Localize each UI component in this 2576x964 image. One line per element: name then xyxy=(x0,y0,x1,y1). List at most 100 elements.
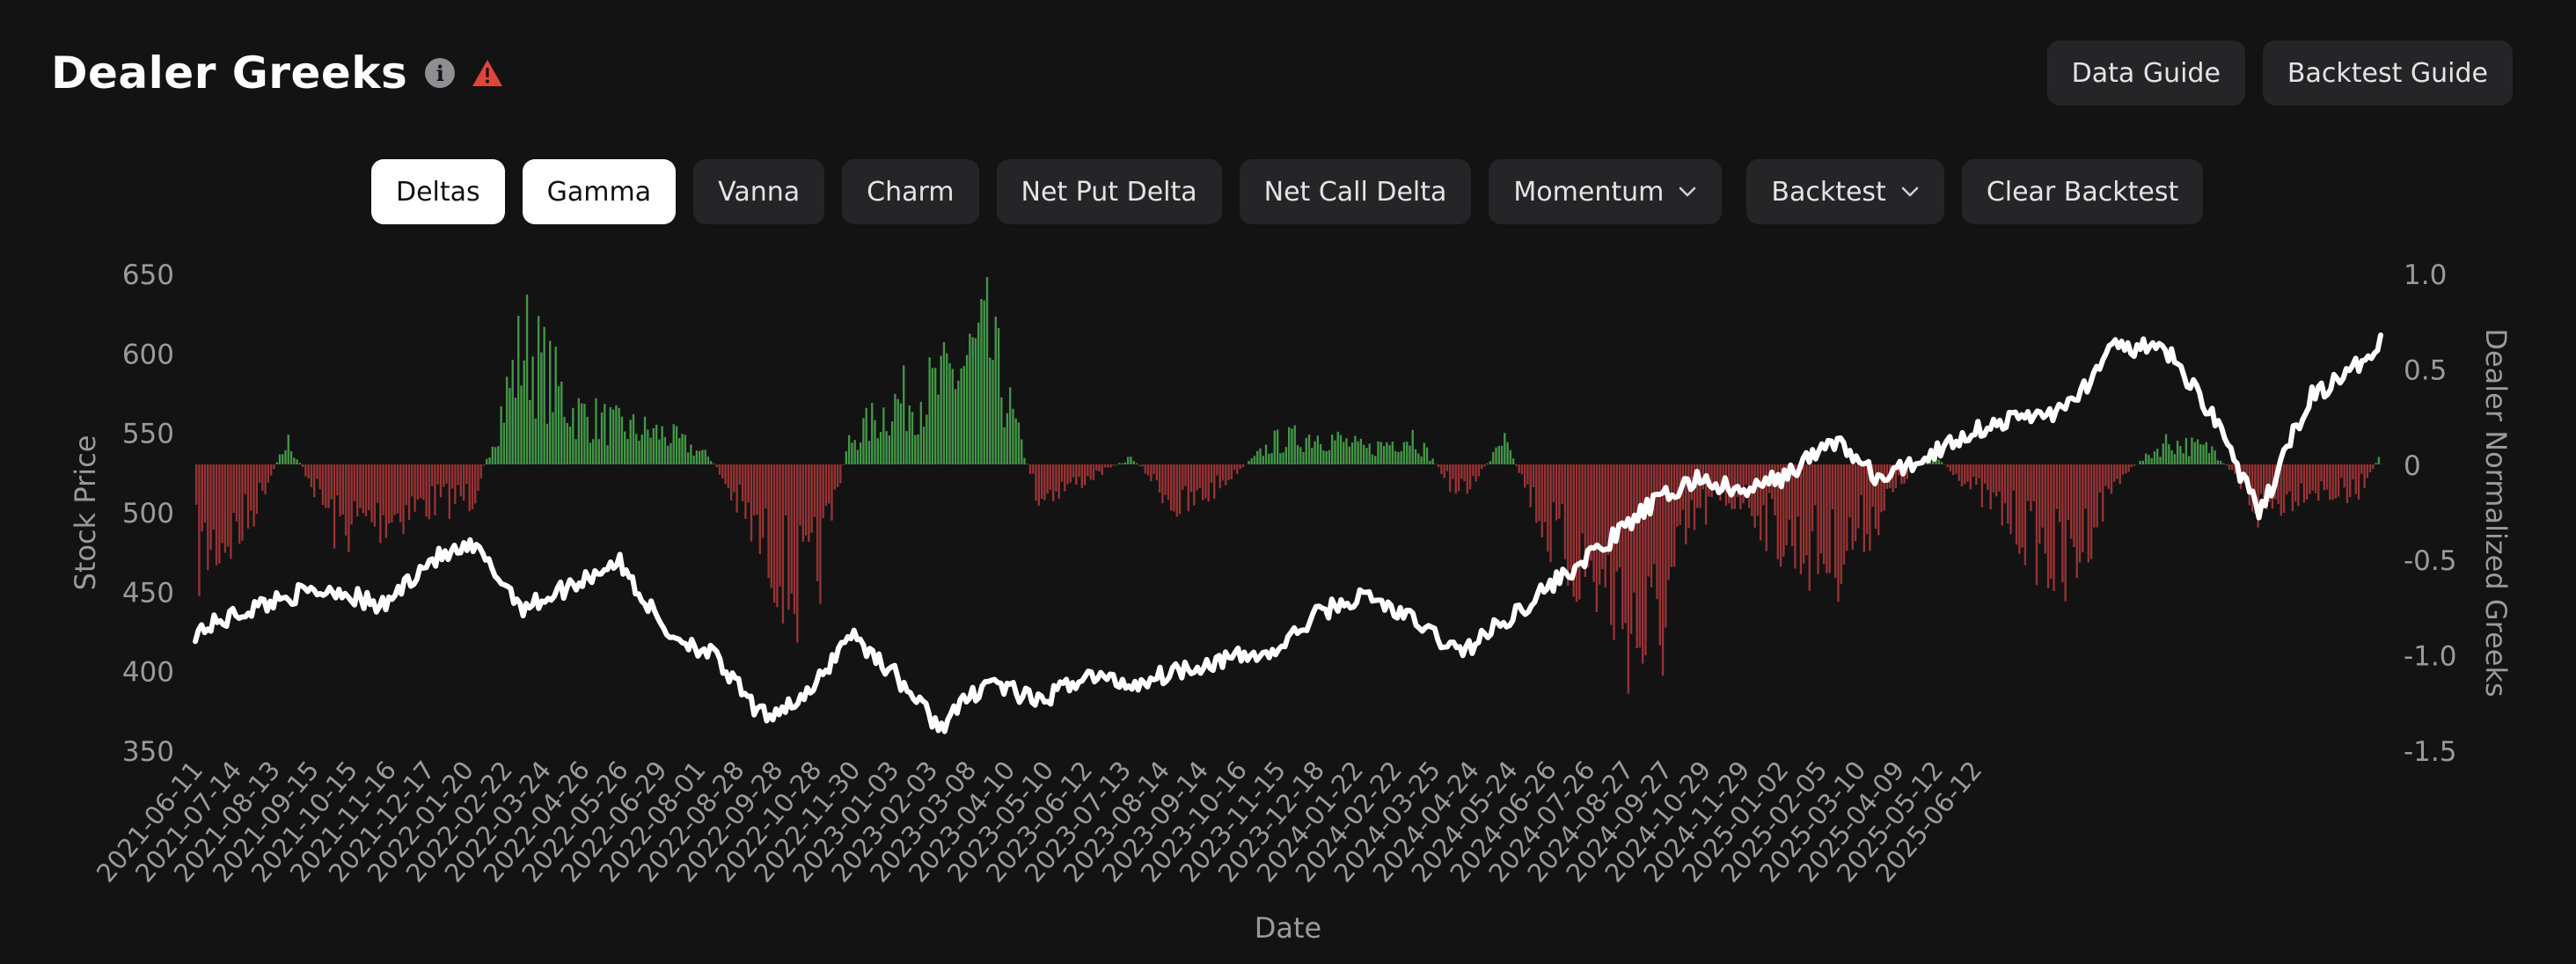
negative-greek-bar xyxy=(2075,464,2078,578)
negative-greek-bar xyxy=(1883,464,1885,511)
negative-greek-bar xyxy=(269,464,273,476)
positive-greek-bar xyxy=(1374,456,1377,464)
negative-greek-bar xyxy=(2101,464,2104,522)
left-tick-label: 500 xyxy=(122,498,174,529)
negative-greek-bar xyxy=(1803,464,1805,564)
net-call-delta-button[interactable]: Net Call Delta xyxy=(1239,159,1472,224)
positive-greek-bar xyxy=(1406,442,1409,464)
negative-greek-bar xyxy=(758,464,761,554)
negative-greek-bar xyxy=(232,464,235,514)
positive-greek-bar xyxy=(2173,454,2177,464)
positive-greek-bar xyxy=(1345,438,1348,464)
negative-greek-bar xyxy=(1693,464,1696,530)
positive-greek-bar xyxy=(896,398,899,464)
positive-greek-bar xyxy=(560,381,563,464)
negative-greek-bar xyxy=(2098,464,2102,493)
negative-greek-bar xyxy=(2372,464,2375,470)
negative-greek-bar xyxy=(301,464,304,468)
positive-greek-bar xyxy=(997,327,1000,464)
momentum-button[interactable]: Momentum xyxy=(1489,159,1723,224)
positive-greek-bar xyxy=(1021,439,1023,464)
negative-greek-bar xyxy=(2366,464,2369,478)
backtest-button[interactable]: Backtest xyxy=(1746,159,1944,224)
charm-button[interactable]: Charm xyxy=(842,159,979,224)
clear-backtest-button[interactable]: Clear Backtest xyxy=(1961,159,2204,224)
negative-greek-bar xyxy=(744,464,747,519)
positive-greek-bar xyxy=(1291,428,1293,464)
negative-greek-bar xyxy=(1822,464,1826,565)
net-put-delta-button[interactable]: Net Put Delta xyxy=(996,159,1222,224)
positive-greek-bar xyxy=(632,413,635,464)
negative-greek-bar xyxy=(781,464,785,624)
warning-icon[interactable] xyxy=(471,57,504,89)
negative-greek-bar xyxy=(1658,464,1661,646)
positive-greek-bar xyxy=(514,398,517,464)
positive-greek-bar xyxy=(954,389,957,464)
negative-greek-bar xyxy=(2231,464,2234,471)
negative-greek-bar xyxy=(1552,464,1555,502)
negative-greek-bar xyxy=(327,464,330,508)
negative-greek-bar xyxy=(1178,464,1182,515)
guide-buttons: Data Guide Backtest Guide xyxy=(2046,40,2513,106)
backtest-guide-button[interactable]: Backtest Guide xyxy=(2262,40,2513,106)
negative-greek-bar xyxy=(1092,464,1095,481)
negative-greek-bar xyxy=(785,464,787,516)
positive-greek-bar xyxy=(1500,445,1504,464)
positive-greek-bar xyxy=(860,442,862,464)
positive-greek-bar xyxy=(940,355,942,464)
negative-greek-bar xyxy=(428,464,431,520)
negative-greek-bar xyxy=(824,464,828,507)
negative-greek-bar xyxy=(223,464,227,553)
negative-greek-bar xyxy=(1964,464,1966,485)
negative-greek-bar xyxy=(1840,464,1842,585)
positive-greek-bar xyxy=(1262,456,1264,464)
positive-greek-bar xyxy=(520,385,523,464)
positive-greek-bar xyxy=(971,337,974,464)
negative-greek-bar xyxy=(1475,464,1477,482)
negative-greek-bar xyxy=(2329,464,2331,500)
positive-greek-bar xyxy=(980,298,983,464)
negative-greek-bar xyxy=(1736,464,1739,498)
negative-greek-bar xyxy=(1653,464,1656,565)
positive-greek-bar xyxy=(2184,437,2188,464)
positive-greek-bar xyxy=(486,458,488,464)
positive-greek-bar xyxy=(647,429,649,464)
positive-greek-bar xyxy=(2168,444,2170,464)
vanna-button[interactable]: Vanna xyxy=(693,159,825,224)
deltas-button[interactable]: Deltas xyxy=(371,159,505,224)
positive-greek-bar xyxy=(701,449,704,464)
positive-greek-bar xyxy=(2148,455,2150,464)
info-icon[interactable]: i xyxy=(425,58,456,88)
positive-greek-bar xyxy=(1359,438,1363,464)
negative-greek-bar xyxy=(1860,464,1862,495)
negative-greek-bar xyxy=(2055,464,2059,509)
negative-greek-bar xyxy=(1201,464,1204,500)
negative-greek-bar xyxy=(273,464,275,470)
positive-greek-bar xyxy=(289,450,293,464)
positive-greek-bar xyxy=(2141,460,2145,464)
negative-greek-bar xyxy=(2015,464,2018,545)
negative-greek-bar xyxy=(359,464,362,508)
negative-greek-bar xyxy=(1995,464,1998,497)
negative-greek-bar xyxy=(201,464,203,532)
positive-greek-bar xyxy=(989,357,992,464)
positive-greek-bar xyxy=(1328,449,1331,464)
negative-greek-bar xyxy=(1799,464,1803,574)
positive-greek-bar xyxy=(275,462,278,464)
positive-greek-bar xyxy=(1314,441,1316,464)
negative-greek-bar xyxy=(1101,464,1103,475)
negative-greek-bar xyxy=(2058,464,2061,522)
data-guide-button[interactable]: Data Guide xyxy=(2046,40,2245,106)
negative-greek-bar xyxy=(1144,464,1146,474)
negative-greek-bar xyxy=(718,464,721,475)
negative-greek-bar xyxy=(1989,464,1992,510)
negative-greek-bar xyxy=(1713,464,1716,488)
negative-greek-bar xyxy=(787,464,790,610)
negative-greek-bar xyxy=(2046,464,2050,588)
positive-greek-bar xyxy=(1354,435,1357,464)
gamma-button[interactable]: Gamma xyxy=(522,159,677,224)
negative-greek-bar xyxy=(1987,464,1989,490)
negative-greek-bar xyxy=(2343,464,2345,488)
negative-greek-bar xyxy=(1468,464,1472,490)
positive-greek-bar xyxy=(2144,453,2148,464)
